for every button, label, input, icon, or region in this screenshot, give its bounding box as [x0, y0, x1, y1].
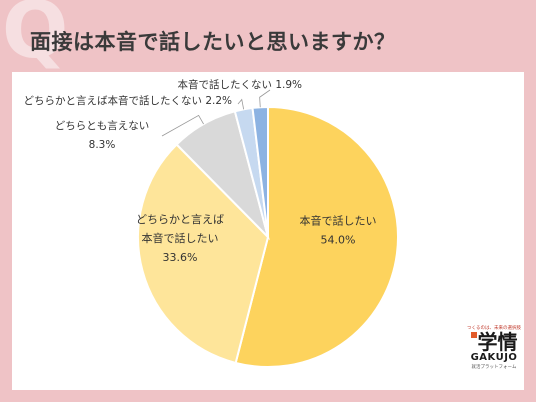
slice-category-label: どちらかと言えば本音で話したくない [23, 94, 205, 107]
logo-kanji: 学情 [464, 332, 524, 352]
leader-line [259, 89, 271, 108]
gakujo-logo: つくるのは、未来の選択肢 学情 GAKUJO 就活プラットフォーム [464, 324, 524, 370]
logo-subtitle: 就活プラットフォーム [471, 364, 517, 370]
pie-slice [137, 143, 270, 365]
slice-value-label: 2.2% [205, 95, 232, 107]
chart-panel: 本音で話したい 54.0% どちらかと言えば 本音で話したい 33.6% どちらとも言えな… [12, 72, 524, 390]
slice-category-label: どちらとも言えない [55, 119, 150, 132]
pie-chart: 本音で話したい54.0%どちらかと言えば本音で話したい33.6%どちらとも言えな… [23, 78, 399, 368]
pie-slice [234, 105, 399, 368]
leader-line [237, 98, 245, 110]
slice-value-label: 33.6% [163, 251, 198, 264]
slice-value-label: 54.0% [321, 234, 356, 247]
logo-mark-icon [470, 332, 477, 338]
slice-value-label: 8.3% [89, 139, 116, 151]
slice-category-label: 本音で話したい [300, 214, 377, 228]
slice-category-label: どちらかと言えば [136, 213, 224, 226]
slice-label: どちらかと言えば本音で話したくない 2.2% [23, 94, 232, 107]
page-title: 面接は本音で話したいと思いますか？ [30, 30, 396, 54]
logo-kanji-text: 学情 [477, 330, 518, 354]
logo-tagline: つくるのは、未来の選択肢 [467, 325, 521, 331]
slice-category-label: 本音で話したくない [177, 78, 275, 91]
slice-label: 本音で話したくない 1.9% [177, 78, 302, 91]
leader-line [161, 114, 204, 137]
slice-value-label: 1.9% [275, 79, 302, 91]
logo-roman: GAKUJO [470, 352, 518, 363]
slice-category-label: 本音で話したい [142, 231, 219, 245]
q-watermark: Q [2, 0, 69, 76]
